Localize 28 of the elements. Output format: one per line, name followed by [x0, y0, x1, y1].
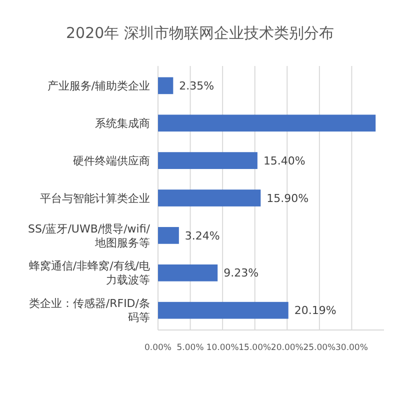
bar: [158, 264, 218, 282]
y-tick-label: 产业服务/辅助类企业: [47, 80, 150, 93]
bar: [158, 114, 376, 132]
x-tick-label: 15.00%: [238, 343, 272, 353]
data-label: 15.90%: [266, 192, 309, 205]
y-tick-label: 系统集成商: [95, 116, 150, 130]
y-tick-label: 平台与智能计算类企业: [40, 192, 150, 205]
y-tick-label: 类企业：传感器/RFID/条码等: [28, 297, 150, 324]
bar: [158, 227, 179, 244]
x-tick-label: 30.00%: [336, 343, 368, 353]
chart-title: 2020年 深圳市物联网企业技术类别分布: [66, 24, 334, 42]
y-tick-label: 蜂窝通信/非蜂窝/有线/电力载波等: [28, 260, 150, 287]
x-tick-label: 25.00%: [303, 343, 336, 353]
x-tick-label: 0.00%: [144, 343, 172, 353]
x-tick-label: 5.00%: [176, 343, 204, 353]
data-label: 15.40%: [263, 154, 306, 168]
data-label: 9.23%: [224, 266, 259, 280]
bar: [158, 190, 261, 206]
data-label: 3.24%: [184, 229, 220, 242]
y-tick-label: SS/蓝牙/UWB/惯导/wifi/地图服务等: [28, 222, 150, 250]
data-label: 20.19%: [294, 304, 336, 318]
data-label: 2.35%: [179, 80, 214, 93]
bar: [158, 152, 258, 169]
bar: [158, 77, 174, 94]
bar: [158, 302, 288, 319]
x-tick-label: 10.00%: [206, 343, 239, 353]
y-tick-label: 硬件终端供应商: [73, 154, 150, 168]
x-tick-label: 20.00%: [270, 343, 304, 353]
